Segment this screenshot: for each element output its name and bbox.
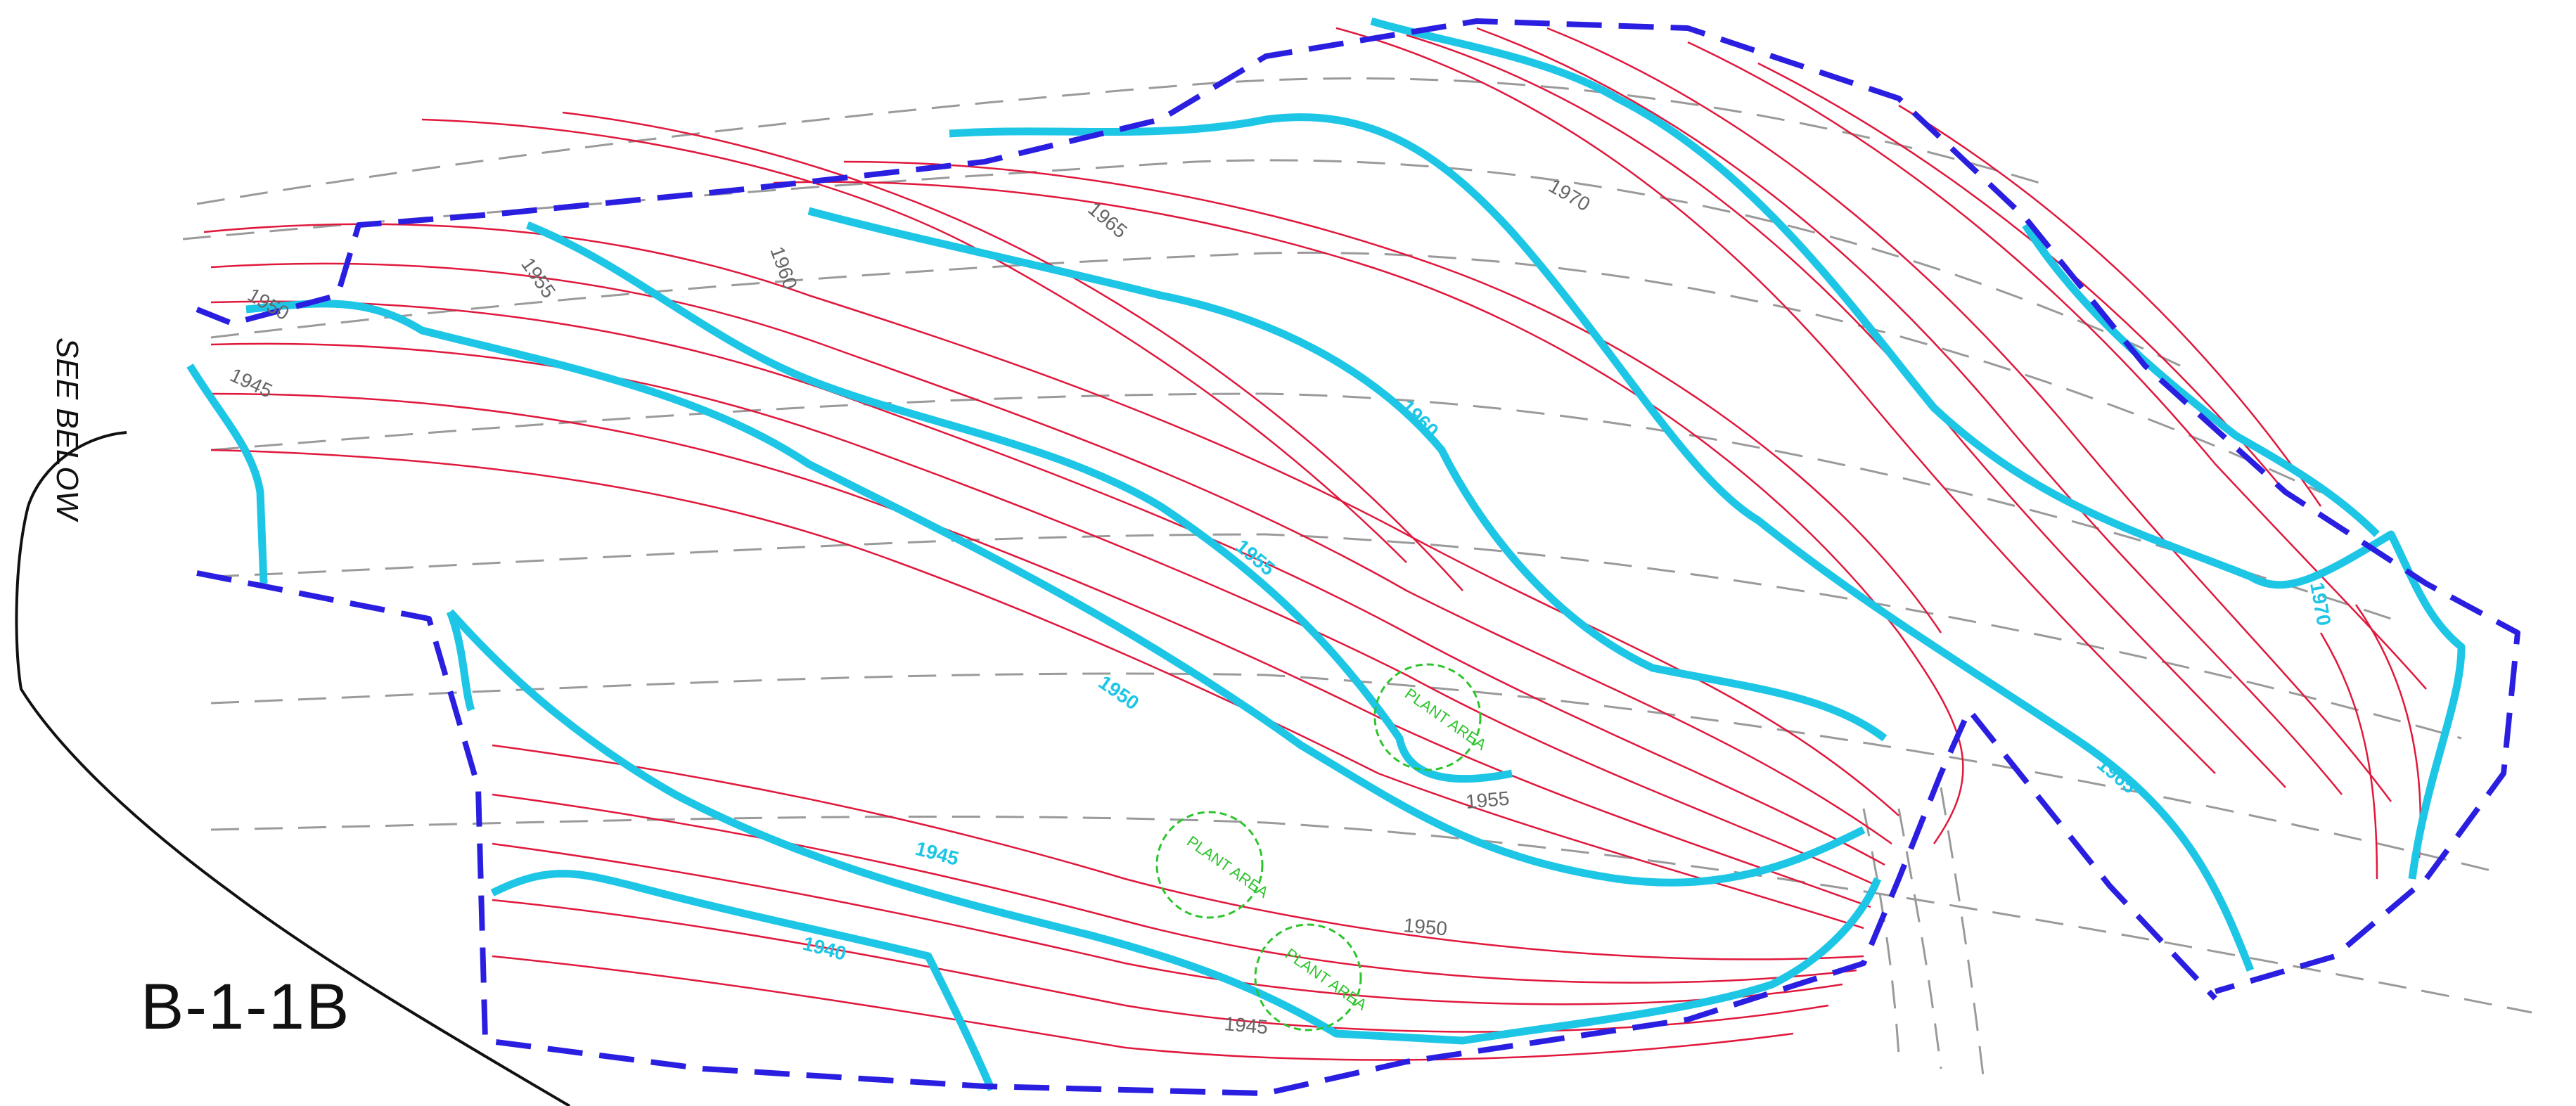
minor-label-6: 1945 xyxy=(226,364,276,401)
minor-label-7: 1950 xyxy=(1402,914,1448,939)
minor-label-5: 1970 xyxy=(1545,174,1594,215)
plant-area-label-3: PLANT AREA xyxy=(1282,945,1370,1014)
major-contours xyxy=(186,17,2466,1092)
major-label-1970: 1970 xyxy=(2306,581,2335,628)
plant-area-labels: PLANT AREA PLANT AREA PLANT AREA xyxy=(1184,685,1489,1014)
plant-areas xyxy=(1155,663,1482,1031)
see-below-leader xyxy=(15,431,571,1106)
minor-label-8: 1955 xyxy=(1465,787,1511,813)
minor-label-3: 1960 xyxy=(766,243,801,292)
major-label-1945: 1945 xyxy=(913,837,961,870)
grading-boundary xyxy=(196,18,2520,1096)
minor-label-9: 1945 xyxy=(1223,1012,1269,1038)
minor-elevation-labels: 1950 1955 1960 1965 1970 1945 1950 1955 … xyxy=(226,174,1594,1038)
sheet-label: B-1-1B xyxy=(141,971,351,1043)
minor-label-2: 1955 xyxy=(517,254,560,302)
plant-area-label-2: PLANT AREA xyxy=(1184,832,1271,901)
minor-contours xyxy=(203,27,2427,1061)
see-below-note: SEE BELOW xyxy=(50,337,84,520)
major-label-1950: 1950 xyxy=(1095,671,1143,714)
existing-contours xyxy=(182,77,2532,1076)
